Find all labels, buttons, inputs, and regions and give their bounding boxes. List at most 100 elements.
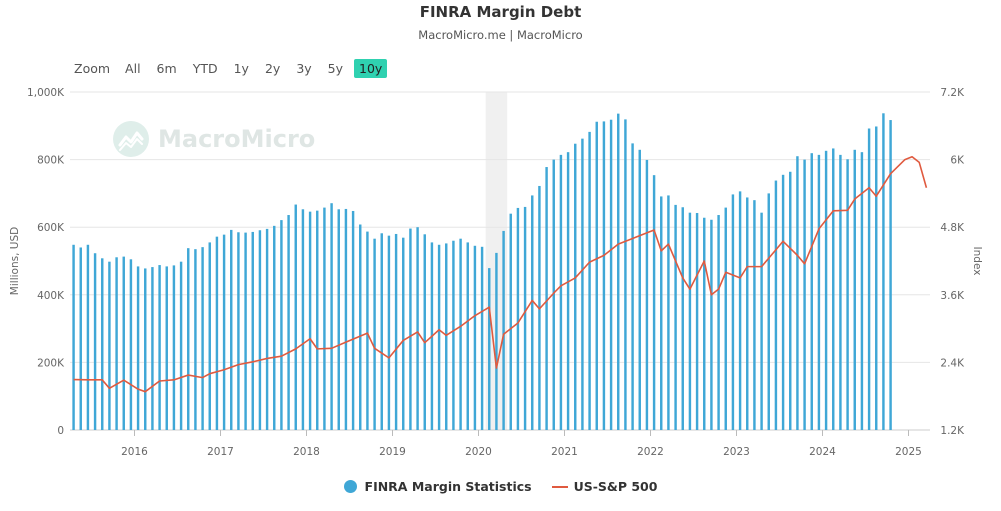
margin-debt-bar bbox=[609, 119, 613, 430]
margin-debt-bar bbox=[867, 128, 871, 430]
margin-debt-bar bbox=[488, 268, 491, 430]
chart-subtitle: MacroMicro.me | MacroMicro bbox=[418, 28, 583, 42]
margin-debt-bar bbox=[574, 143, 577, 430]
margin-debt-bar bbox=[731, 194, 735, 430]
y-left-tick-label: 400K bbox=[37, 290, 65, 302]
range-button-3y[interactable]: 3y bbox=[296, 60, 312, 76]
margin-debt-bar bbox=[789, 171, 792, 430]
gridlines bbox=[70, 91, 930, 431]
margin-debt-bar bbox=[839, 154, 842, 430]
margin-debt-bar bbox=[136, 266, 140, 430]
margin-debt-bar bbox=[122, 256, 125, 430]
margin-debt-bar bbox=[452, 240, 455, 430]
x-tick-label: 2024 bbox=[809, 446, 836, 458]
margin-debt-bar bbox=[79, 247, 82, 430]
margin-debt-bar bbox=[187, 248, 190, 430]
axes: 0 200K 400K 600K 800K 1,000K 1.2K 2.4K 3.6K 4.8K 6… bbox=[9, 87, 983, 458]
margin-debt-bar bbox=[373, 238, 376, 430]
margin-debt-bar bbox=[810, 153, 813, 430]
margin-debt-bar bbox=[531, 195, 534, 430]
margin-debt-bar bbox=[753, 200, 756, 430]
x-tick-label: 2016 bbox=[121, 446, 148, 458]
margin-debt-bar bbox=[889, 120, 892, 431]
margin-debt-bar bbox=[832, 148, 835, 430]
margin-debt-bar bbox=[244, 232, 247, 430]
legend-item-sp500[interactable]: US-S&P 500 bbox=[551, 479, 657, 494]
margin-debt-bar bbox=[222, 234, 226, 430]
margin-debt-bar bbox=[781, 174, 785, 430]
margin-debt-bar bbox=[280, 220, 283, 430]
margin-debt-bar bbox=[402, 237, 405, 430]
margin-debt-bar bbox=[215, 236, 219, 430]
margin-debt-bar bbox=[201, 247, 204, 430]
margin-debt-bar bbox=[559, 154, 563, 430]
y-left-tick-label: 600K bbox=[37, 222, 65, 234]
chart-title: FINRA Margin Debt bbox=[419, 3, 582, 21]
x-tick-label: 2025 bbox=[895, 446, 922, 458]
margin-debt-bar bbox=[330, 203, 333, 430]
margin-debt-bar bbox=[172, 265, 176, 430]
margin-debt-bar bbox=[652, 175, 656, 430]
margin-debt-bar bbox=[251, 231, 254, 430]
y-left-tick-label: 800K bbox=[37, 155, 65, 167]
margin-debt-bar bbox=[552, 159, 555, 430]
margin-debt-bar bbox=[724, 207, 727, 430]
margin-debt-bar bbox=[380, 233, 383, 430]
margin-debt-bar bbox=[287, 215, 290, 430]
margin-debt-bar bbox=[588, 131, 591, 430]
y-left-axis-title: Millions, USD bbox=[9, 227, 21, 295]
margin-debt-bar bbox=[638, 149, 641, 431]
margin-debt-bar bbox=[495, 252, 498, 430]
margin-debt-bar bbox=[516, 207, 520, 430]
y-left-tick-label: 200K bbox=[37, 357, 65, 369]
margin-debt-bar bbox=[273, 225, 276, 430]
margin-debt-bar bbox=[265, 228, 269, 430]
margin-debt-bar bbox=[667, 195, 670, 430]
watermark: MacroMicro bbox=[112, 120, 315, 158]
margin-debt-bar bbox=[437, 244, 441, 430]
range-button-10y[interactable]: 10y bbox=[354, 58, 388, 78]
margin-debt-bar bbox=[688, 212, 692, 430]
margin-debt-bar bbox=[423, 234, 426, 430]
legend-item-margin[interactable]: FINRA Margin Statistics bbox=[343, 479, 532, 494]
range-button-all[interactable]: All bbox=[125, 60, 141, 76]
watermark-text: MacroMicro bbox=[158, 125, 316, 153]
range-button-ytd[interactable]: YTD bbox=[192, 60, 218, 76]
y-right-tick-label: 2.4K bbox=[940, 357, 965, 369]
margin-debt-bar bbox=[746, 197, 749, 430]
x-tick-label: 2020 bbox=[465, 446, 492, 458]
margin-debt-bar bbox=[93, 253, 97, 430]
margin-debt-bar bbox=[803, 159, 806, 430]
margin-debt-bar bbox=[617, 113, 620, 430]
margin-debt-bar bbox=[108, 261, 111, 430]
margin-debt-bar bbox=[351, 210, 355, 430]
margin-debt-bar bbox=[774, 180, 778, 430]
margin-debt-bar bbox=[258, 230, 262, 430]
margin-debt-bar bbox=[581, 138, 584, 430]
range-button-2y[interactable]: 2y bbox=[264, 60, 281, 76]
margin-debt-bar bbox=[523, 206, 527, 430]
macromicro-logo-icon bbox=[113, 121, 149, 157]
margin-debt-bar bbox=[846, 159, 849, 430]
margin-debt-bar bbox=[796, 156, 799, 430]
margin-debt-bar bbox=[624, 119, 627, 430]
margin-debt-bar bbox=[359, 224, 362, 430]
margin-debt-bar bbox=[409, 228, 412, 430]
margin-debt-bar bbox=[760, 212, 763, 430]
margin-debt-bar bbox=[595, 121, 598, 431]
margin-debt-bar bbox=[208, 242, 211, 430]
margin-debt-bar bbox=[301, 209, 305, 430]
range-button-6m[interactable]: 6m bbox=[156, 60, 177, 76]
range-button-1y[interactable]: 1y bbox=[233, 60, 249, 76]
x-tick-label: 2021 bbox=[551, 446, 578, 458]
y-right-tick-label: 6K bbox=[950, 155, 965, 167]
margin-debt-bar bbox=[294, 204, 297, 430]
legend: FINRA Margin Statistics US-S&P 500 bbox=[0, 479, 1001, 494]
margin-debt-bar bbox=[545, 167, 548, 431]
x-tick-label: 2019 bbox=[379, 446, 406, 458]
margin-debt-bar bbox=[853, 149, 856, 431]
margin-debt-bar bbox=[144, 268, 147, 430]
margin-debt-bar bbox=[824, 150, 828, 430]
margin-debt-bar bbox=[703, 217, 706, 430]
range-button-5y[interactable]: 5y bbox=[327, 60, 344, 76]
